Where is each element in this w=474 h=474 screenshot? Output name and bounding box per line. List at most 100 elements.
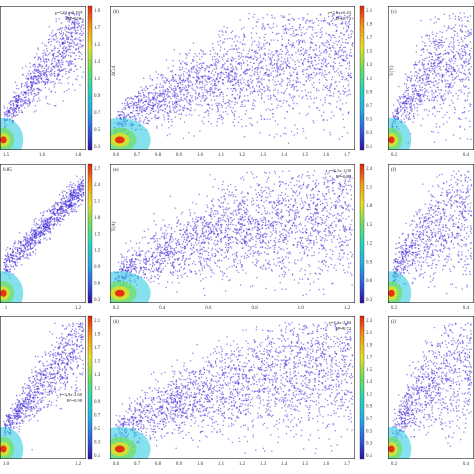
panel-background [110, 316, 355, 459]
y-axis-label: Y(Y) [390, 65, 395, 76]
x-tick-label: 0.6 [113, 153, 120, 158]
regression-equation: y=2.0x+0.43 [327, 10, 351, 15]
x-tick-label: 1.8 [75, 153, 82, 158]
colorbar-tick-label: 1.1 [366, 392, 373, 397]
panel-label: (c) [391, 10, 397, 15]
colorbar-tick-label: 0.3 [94, 145, 101, 150]
x-tick-label: 1.7 [344, 462, 351, 467]
panel-label: (e) [113, 168, 119, 173]
x-tick-label: 1.4 [281, 462, 288, 467]
colorbar-tick-label: 1.9 [94, 9, 101, 14]
plot-frame [110, 315, 355, 459]
colorbar-tick-label: 1.5 [366, 50, 373, 55]
x-tick-label: 0.4 [463, 306, 470, 311]
x-tick-label: 0.8 [155, 153, 162, 158]
colorbar-tick-label: 2.7 [94, 167, 101, 172]
point-cloud [388, 322, 473, 459]
x-tick-label: 1.1 [218, 462, 225, 467]
colorbar-tick-label: 1.3 [94, 60, 101, 65]
colorbar-tick-label: 1.9 [94, 332, 101, 337]
colorbar-tick-label: 0.1 [366, 145, 373, 150]
x-tick-label: 1.7 [344, 153, 351, 158]
regression-equation: y=4.3x-2.74 [329, 320, 352, 325]
point-cloud [110, 11, 354, 150]
regression-equation: y=1.61x-0.197 [55, 10, 83, 15]
x-tick-label: 1.4 [281, 153, 288, 158]
colorbar-tick-label: 0.3 [366, 298, 373, 303]
colorbar-tick-label: 1.3 [366, 63, 373, 68]
colorbar-tick-label: 1.7 [366, 356, 373, 361]
x-tick-label: 0.7 [134, 462, 141, 467]
colorbar-tick-label: 0.9 [94, 94, 101, 99]
x-tick-label: 1.3 [260, 153, 267, 158]
colorbar-tick-label: 0.3 [366, 131, 373, 136]
x-tick-label: 1.6 [323, 462, 330, 467]
panel-background [110, 6, 355, 150]
r-squared-label: R2=0.91 [66, 16, 83, 21]
colorbar-tick-label: 0.6 [366, 279, 373, 284]
point-cloud [0, 322, 85, 459]
x-tick-label: 0.6 [113, 462, 120, 467]
colorbar-tick-label: 0.9 [366, 260, 373, 265]
r-squared-label: R²=0.73 [336, 16, 352, 21]
colorbar-tick-label: 2.1 [366, 186, 373, 191]
x-tick-label: 0.6 [205, 306, 212, 311]
colorbar-tick-label: 1.9 [366, 343, 373, 348]
colorbar-tick-label: 1.7 [366, 36, 373, 41]
colorbar-tick-label: 1.5 [366, 368, 373, 373]
scatter-panel-9: 0.2 0.4 (i) [387, 315, 474, 467]
x-tick-label: 0.2 [391, 306, 398, 311]
x-tick-label: 0.2 [391, 462, 398, 467]
scatter-panel-6: 0.2 0.4 (f) [387, 164, 474, 311]
x-tick-label: 1.2 [239, 462, 246, 467]
colorbar-tick-label: 0.3 [366, 442, 373, 447]
x-tick-label: 1.6 [323, 153, 330, 158]
colorbar-tick-label: 2.1 [366, 331, 373, 336]
colorbar-tick-label: 0.1 [94, 454, 101, 459]
colorbar-tick-label: 1.3 [366, 380, 373, 385]
panel-background [110, 164, 355, 303]
colorbar-tick-label: 0.9 [366, 90, 373, 95]
colorbar: 1.9 1.7 1.5 1.3 1.1 0.9 0.7 0.5 0.3 [87, 5, 101, 151]
colorbar-tick-label: 0.5 [366, 118, 373, 123]
colorbar-tick-label: 2.1 [94, 200, 101, 205]
colorbar-tick-label: 1.1 [94, 386, 101, 391]
x-tick-label: 0.8 [155, 462, 162, 467]
x-tick-label: 0.4 [463, 153, 470, 158]
point-cloud [0, 175, 85, 303]
colorbar-tick-label: 0.1 [366, 454, 373, 459]
x-tick-label: 0.7 [134, 153, 141, 158]
x-tick-label: 1 [5, 306, 8, 311]
x-tick-label: 1.0 [197, 462, 204, 467]
colorbar-tick-label: 1.5 [94, 232, 101, 237]
x-tick-label: 0.4 [463, 462, 470, 467]
regression-equation: y=3.1x-1.00 [329, 168, 352, 173]
colorbar-tick-label: 1.8 [366, 204, 373, 209]
x-tick-label: 0.9 [176, 462, 183, 467]
x-tick-label: 1.1 [218, 153, 225, 158]
colorbar-tick-label: 1.7 [94, 26, 101, 31]
colorbar-tick-label: 0.6 [94, 281, 101, 286]
plot-frame [110, 6, 355, 150]
x-tick-label: 1.2 [75, 306, 82, 311]
point-cloud [388, 170, 473, 303]
colorbar-tick-label: 1.1 [94, 77, 101, 82]
x-tick-label: 1.0 [298, 306, 305, 311]
colorbar-tick-label: 1.3 [94, 373, 101, 378]
colorbar-tick-label: 1.9 [366, 22, 373, 27]
x-tick-label: 0.8 [251, 306, 258, 311]
x-tick-label: 1.6 [39, 153, 46, 158]
colorbar-tick-label: 2.4 [366, 167, 373, 172]
x-tick-label: 0.9 [176, 153, 183, 158]
colorbar-tick-label: 1.2 [94, 249, 101, 254]
colorbar-tick-label: 0.9 [94, 400, 101, 405]
colorbar: 2.7 2.4 2.1 1.8 1.5 1.2 0.9 0.6 0.3 [87, 163, 101, 304]
colorbar-tick-label: 1.7 [94, 346, 101, 351]
colorbar-tick-label: 1.5 [94, 43, 101, 48]
scatter-panel-3: 0.2 0.4 (c) Y(Y) [387, 6, 474, 158]
colorbar-tick-label: 1.5 [94, 359, 101, 364]
panel-label: 0.85 [3, 168, 12, 173]
colorbar-tick-label: 2.3 [366, 319, 373, 324]
